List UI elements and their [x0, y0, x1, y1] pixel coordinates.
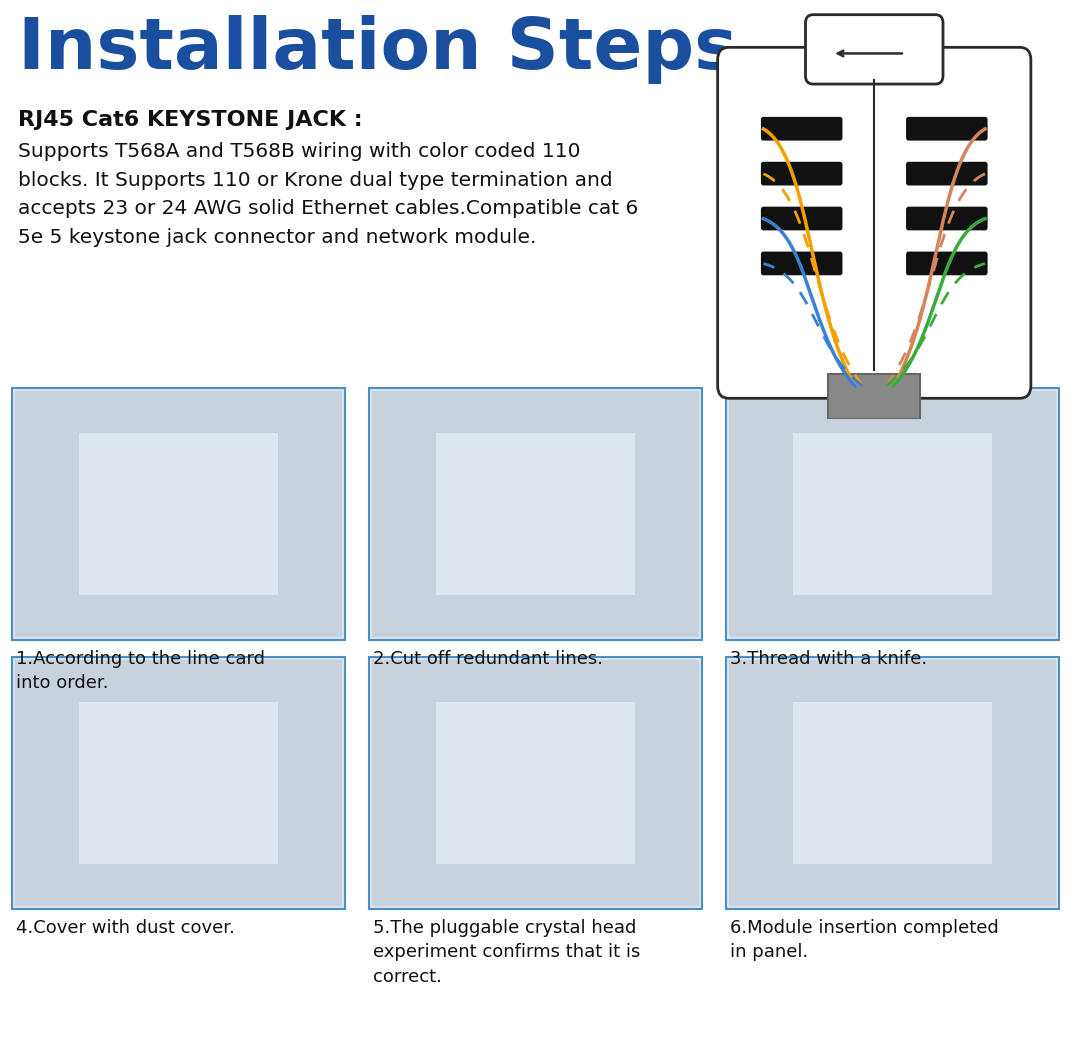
Text: 4.Cover with dust cover.: 4.Cover with dust cover. [16, 919, 235, 937]
FancyBboxPatch shape [762, 118, 841, 140]
Bar [829, 374, 920, 419]
Bar [730, 660, 1056, 906]
Bar [730, 391, 1056, 637]
Bar [793, 703, 992, 864]
FancyBboxPatch shape [369, 388, 702, 640]
FancyBboxPatch shape [12, 388, 345, 640]
FancyBboxPatch shape [762, 252, 841, 275]
FancyBboxPatch shape [762, 208, 841, 229]
Text: Supports T568A and T568B wiring with color coded 110
blocks. It Supports 110 or : Supports T568A and T568B wiring with col… [18, 142, 638, 247]
Bar [15, 660, 342, 906]
FancyBboxPatch shape [726, 388, 1059, 640]
FancyBboxPatch shape [12, 657, 345, 909]
Text: Installation Steps: Installation Steps [18, 15, 737, 84]
Bar [15, 391, 342, 637]
Text: RJ45 Cat6 KEYSTONE JACK :: RJ45 Cat6 KEYSTONE JACK : [18, 110, 363, 130]
FancyBboxPatch shape [907, 118, 987, 140]
Text: 2.Cut off redundant lines.: 2.Cut off redundant lines. [373, 650, 603, 668]
Bar [372, 391, 699, 637]
Text: 1.According to the line card
into order.: 1.According to the line card into order. [16, 650, 265, 692]
Text: 3.Thread with a knife.: 3.Thread with a knife. [730, 650, 928, 668]
Bar [436, 434, 636, 595]
FancyBboxPatch shape [718, 48, 1031, 399]
FancyBboxPatch shape [907, 208, 987, 229]
Bar [372, 660, 699, 906]
FancyBboxPatch shape [806, 15, 943, 84]
FancyBboxPatch shape [907, 163, 987, 184]
FancyBboxPatch shape [907, 252, 987, 275]
FancyBboxPatch shape [726, 657, 1059, 909]
FancyBboxPatch shape [762, 163, 841, 184]
Text: 6.Module insertion completed
in panel.: 6.Module insertion completed in panel. [730, 919, 999, 961]
Text: 5.The pluggable crystal head
experiment confirms that it is
correct.: 5.The pluggable crystal head experiment … [373, 919, 640, 986]
Bar [79, 703, 279, 864]
Bar [436, 703, 636, 864]
Bar [79, 434, 279, 595]
FancyBboxPatch shape [369, 657, 702, 909]
Bar [793, 434, 992, 595]
